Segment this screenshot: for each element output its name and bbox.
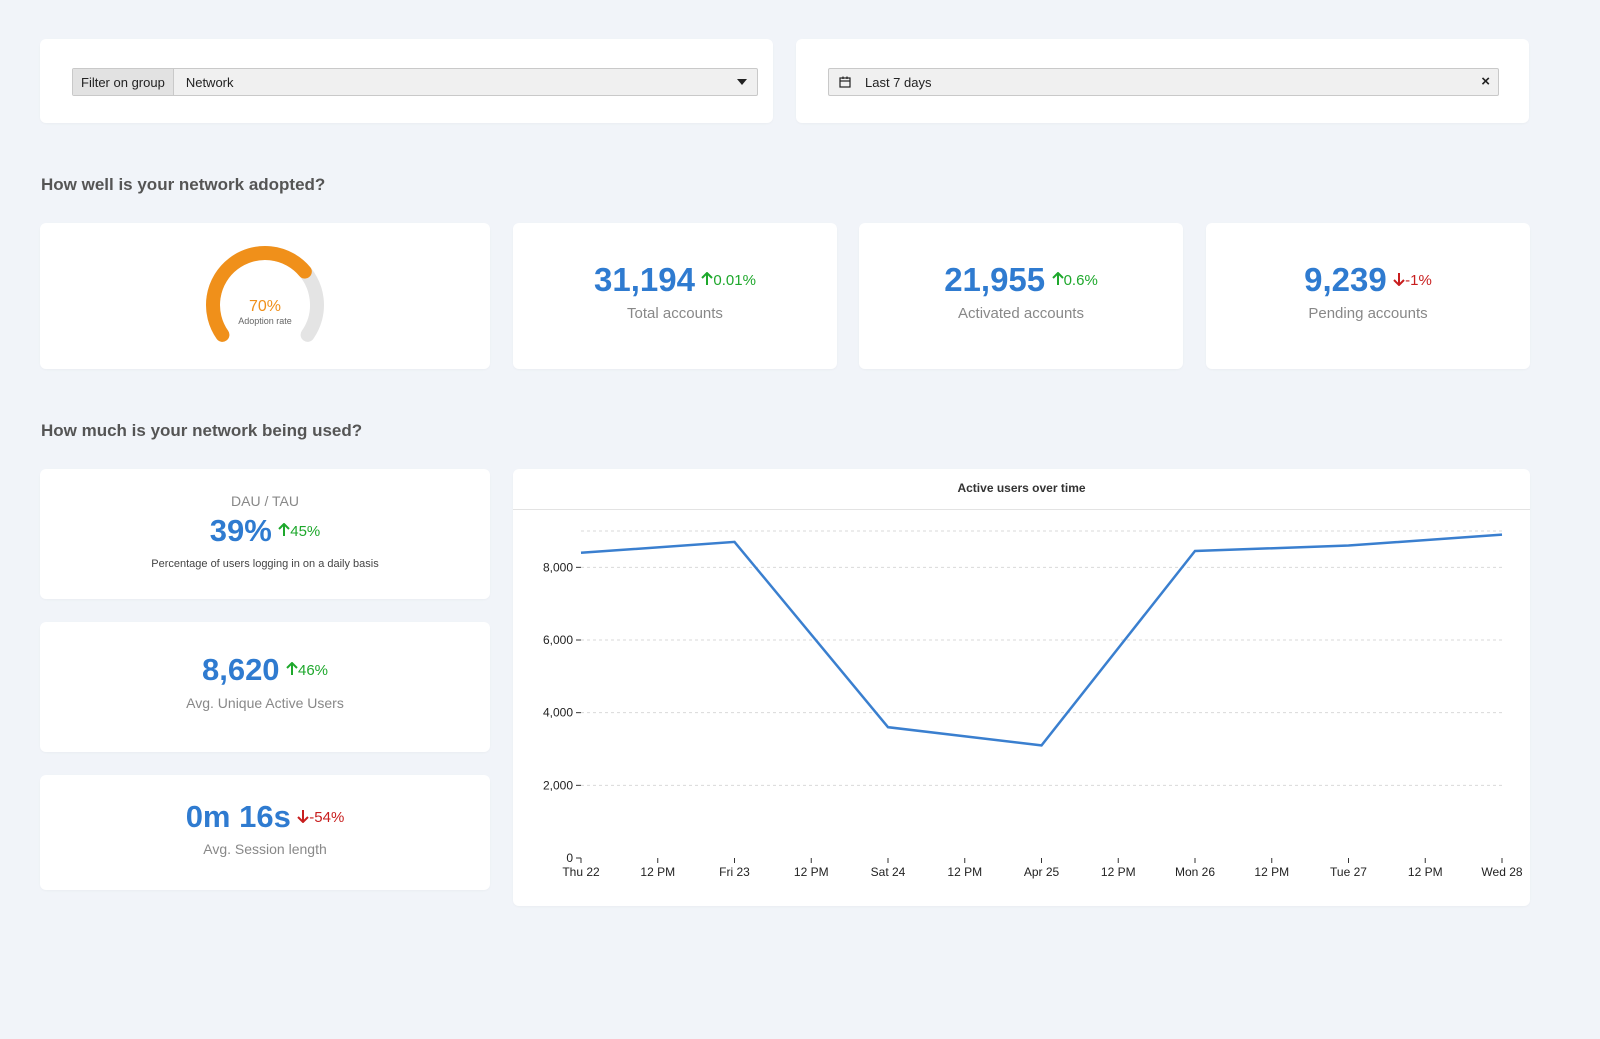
session-length-card: 0m 16s -54% Avg. Session length xyxy=(40,775,490,890)
pending-accounts-delta: -1% xyxy=(1393,272,1432,289)
dau-tau-card: DAU / TAU 39% 45% Percentage of users lo… xyxy=(40,469,490,599)
chart-divider xyxy=(513,509,1530,510)
session-length-value: 0m 16s xyxy=(185,799,291,834)
filter-label: Filter on group xyxy=(73,69,174,95)
arrow-up-icon xyxy=(278,522,290,536)
dau-tau-delta: 45% xyxy=(278,522,321,540)
x-tick-label: 12 PM xyxy=(640,865,675,879)
dau-tau-heading: DAU / TAU xyxy=(231,493,299,509)
date-range-value: Last 7 days xyxy=(865,74,932,90)
total-accounts-metric: 31,194 0.01% xyxy=(513,261,837,299)
total-accounts-label: Total accounts xyxy=(627,305,723,322)
session-length-metric: 0m 16s -54% xyxy=(40,799,490,835)
chevron-down-icon[interactable] xyxy=(737,79,747,85)
x-tick-label: 12 PM xyxy=(794,865,829,879)
filter-selected-value: Network xyxy=(185,74,234,90)
activated-accounts-metric: 21,955 0.6% xyxy=(859,261,1183,299)
activated-accounts-delta: 0.6% xyxy=(1051,271,1098,289)
arrow-up-icon xyxy=(286,661,298,675)
date-range-picker[interactable]: Last 7 days × xyxy=(828,68,1499,96)
unique-active-users-delta: 46% xyxy=(286,661,329,679)
dau-tau-metric: 39% 45% xyxy=(40,513,490,549)
total-accounts-value: 31,194 xyxy=(594,261,695,298)
x-tick-label: Fri 23 xyxy=(719,865,750,879)
adoption-section-title: How well is your network adopted? xyxy=(41,175,326,194)
unique-active-users-value: 8,620 xyxy=(201,652,280,687)
total-accounts-delta: 0.01% xyxy=(701,271,756,289)
filter-value[interactable]: Network xyxy=(174,69,757,95)
total-accounts-delta-text: 0.01% xyxy=(713,271,756,289)
group-filter-select[interactable]: Filter on group Network xyxy=(72,68,758,96)
activated-accounts-delta-text: 0.6% xyxy=(1063,271,1098,289)
gauge-label: Adoption rate xyxy=(238,316,292,326)
gauge-percent: 70% xyxy=(249,298,281,315)
y-tick-label: 2,000 xyxy=(543,778,573,792)
pending-accounts-metric: 9,239 -1% xyxy=(1206,261,1530,299)
unique-active-users-card: 8,620 46% Avg. Unique Active Users xyxy=(40,622,490,752)
activated-accounts-card: 21,955 0.6% Activated accounts xyxy=(859,223,1183,369)
usage-section-title: How much is your network being used? xyxy=(41,421,363,440)
adoption-gauge-card: 70% Adoption rate xyxy=(40,223,490,369)
arrow-up-icon xyxy=(701,271,714,285)
pending-accounts-label: Pending accounts xyxy=(1308,305,1428,322)
active-users-chart-card: Active users over time 0 2,000 4,000 6,000 8… xyxy=(513,469,1530,906)
x-tick-label: Apr 25 xyxy=(1024,865,1060,879)
y-tick-label: 8,000 xyxy=(543,560,573,574)
arrow-up-icon xyxy=(1051,271,1064,285)
y-tick-label: 6,000 xyxy=(543,633,573,647)
x-tick-label: 12 PM xyxy=(1408,865,1443,879)
activated-accounts-value: 21,955 xyxy=(944,261,1046,298)
session-length-label: Avg. Session length xyxy=(203,841,327,857)
session-length-delta: -54% xyxy=(297,809,344,826)
calendar-icon xyxy=(839,76,851,88)
x-tick-label: 12 PM xyxy=(1101,865,1136,879)
x-tick-label: Sat 24 xyxy=(871,865,906,879)
y-tick-label: 4,000 xyxy=(543,706,573,720)
session-length-delta-text: -54% xyxy=(309,808,345,826)
active-users-chart: 0 2,000 4,000 6,000 8,000 Thu 22 12 PM Fri 23 12… xyxy=(543,530,1523,879)
unique-active-users-delta-text: 46% xyxy=(298,661,329,679)
x-tick-label: Wed 28 xyxy=(1481,865,1522,879)
pending-accounts-delta-text: -1% xyxy=(1405,271,1432,289)
chart-title: Active users over time xyxy=(957,481,1086,495)
dau-tau-delta-text: 45% xyxy=(290,522,321,540)
gauge-fill xyxy=(206,246,312,342)
dau-tau-value: 39% xyxy=(209,513,272,548)
dau-tau-label: Percentage of users logging in on a dail… xyxy=(151,558,379,570)
unique-active-users-metric: 8,620 46% xyxy=(40,652,490,688)
close-icon[interactable]: × xyxy=(1481,73,1490,90)
unique-active-users-label: Avg. Unique Active Users xyxy=(186,695,344,711)
y-tick-label: 0 xyxy=(566,851,573,865)
pending-accounts-card: 9,239 -1% Pending accounts xyxy=(1206,223,1530,369)
x-tick-label: Mon 26 xyxy=(1175,865,1215,879)
x-tick-label: Tue 27 xyxy=(1330,865,1367,879)
x-tick-label: 12 PM xyxy=(947,865,982,879)
activated-accounts-label: Activated accounts xyxy=(958,305,1084,322)
x-tick-label: Thu 22 xyxy=(562,865,600,879)
adoption-gauge: 70% Adoption rate xyxy=(206,246,324,342)
arrow-down-icon xyxy=(1393,272,1405,286)
x-tick-label: 12 PM xyxy=(1254,865,1289,879)
pending-accounts-value: 9,239 xyxy=(1304,261,1387,298)
total-accounts-card: 31,194 0.01% Total accounts xyxy=(513,223,837,369)
arrow-down-icon xyxy=(297,809,309,823)
